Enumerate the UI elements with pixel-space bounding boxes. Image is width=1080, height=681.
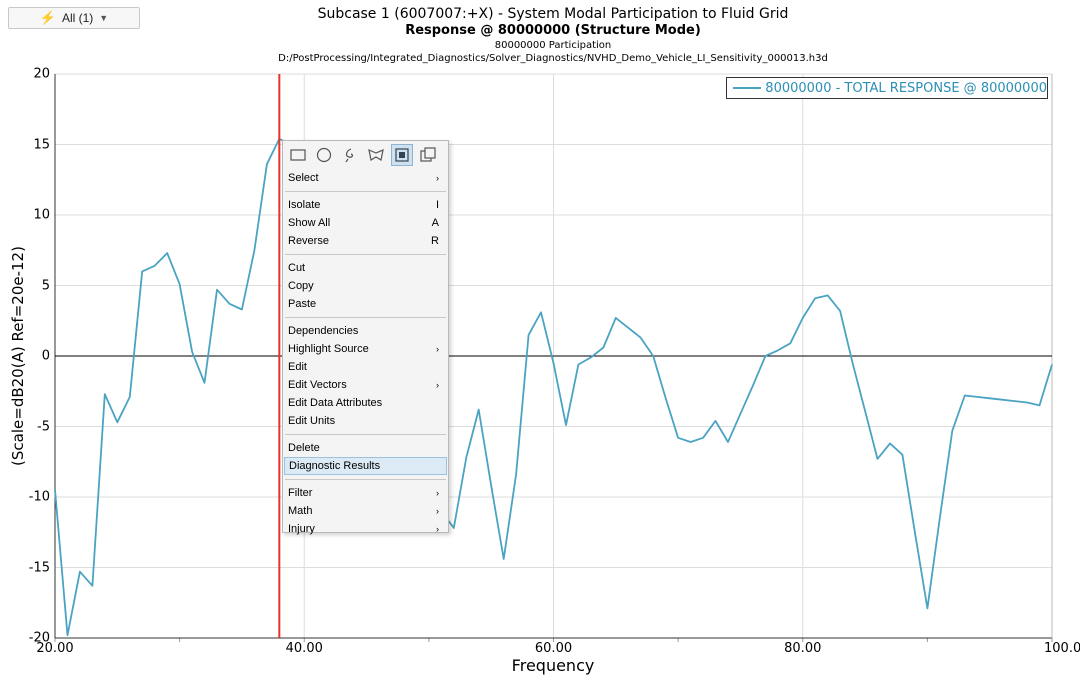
y-axis-label: (Scale=dB20(A) Ref=20e-12) — [9, 246, 27, 466]
rectangle-select-icon[interactable] — [287, 144, 309, 166]
menu-item-edit-vectors[interactable]: Edit Vectors › — [284, 376, 447, 394]
menu-item-copy[interactable]: Copy — [288, 280, 314, 292]
x-tick-label: 100.0 — [1044, 641, 1080, 656]
menu-separator — [285, 317, 446, 318]
freehand-select-icon[interactable] — [339, 144, 361, 166]
menu-item-paste[interactable]: Paste — [288, 298, 317, 310]
submenu-arrow-icon: › — [436, 506, 439, 516]
legend-entry: 80000000 - TOTAL RESPONSE @ 80000000 — [765, 80, 1047, 96]
filter-label: All (1) — [61, 11, 94, 25]
menu-item-edit[interactable]: Edit — [288, 361, 307, 373]
inside-select-icon[interactable] — [391, 144, 413, 166]
filter-dropdown-button[interactable]: ⚡ All (1) ▼ — [8, 7, 140, 29]
x-axis-label: Frequency — [511, 656, 595, 675]
circle-select-icon[interactable] — [313, 144, 335, 166]
shortcut-reverse: R — [431, 235, 439, 247]
menu-item-isolate[interactable]: Isolate I — [284, 196, 447, 214]
submenu-arrow-icon: › — [436, 488, 439, 498]
menu-item-injury[interactable]: Injury › — [284, 520, 447, 538]
menu-item-diagnostic-results[interactable]: Diagnostic Results — [284, 457, 447, 475]
y-tick-label: 0 — [41, 348, 50, 364]
menu-separator — [285, 479, 446, 480]
menu-item-filter[interactable]: Filter › — [284, 484, 447, 502]
x-tick-label: 60.00 — [534, 641, 573, 656]
menu-item-cut[interactable]: Cut — [288, 262, 306, 274]
shortcut-show-all: A — [431, 217, 439, 229]
menu-item-dependencies[interactable]: Dependencies — [288, 325, 359, 337]
menu-separator — [285, 434, 446, 435]
menu-item-edit-data-attributes[interactable]: Edit Data Attributes — [288, 397, 383, 409]
menu-item-highlight-source[interactable]: Highlight Source › — [284, 340, 447, 358]
submenu-arrow-icon: › — [436, 380, 439, 390]
menu-separator — [285, 254, 446, 255]
context-menu: Select › Isolate I Show All A Reverse R … — [282, 140, 449, 535]
submenu-arrow-icon: › — [436, 344, 439, 354]
x-tick-label: 80.00 — [784, 641, 822, 656]
plot-file-path: D:/PostProcessing/Integrated_Diagnostics… — [278, 53, 828, 64]
y-tick-label: -10 — [28, 489, 50, 505]
submenu-arrow-icon: › — [436, 173, 439, 183]
menu-separator — [285, 191, 446, 192]
menu-item-show-all[interactable]: Show All A — [284, 214, 447, 232]
plot-legend[interactable]: 80000000 - TOTAL RESPONSE @ 80000000 — [726, 77, 1048, 99]
y-tick-label: -5 — [37, 419, 50, 434]
menu-item-edit-units[interactable]: Edit Units — [288, 415, 336, 427]
legend-swatch — [733, 87, 762, 89]
selection-mode-toolbar — [283, 141, 448, 169]
plot-header: Subcase 1 (6007007:+X) - System Modal Pa… — [0, 6, 1080, 65]
y-tick-label: 20 — [33, 66, 50, 82]
plot-participation-label: 80000000 Participation — [494, 40, 612, 51]
plot-title: Subcase 1 (6007007:+X) - System Modal Pa… — [317, 6, 789, 22]
shortcut-isolate: I — [435, 199, 439, 211]
menu-item-reverse[interactable]: Reverse R — [284, 232, 447, 250]
bolt-icon: ⚡ — [39, 10, 56, 25]
x-tick-label: 40.00 — [285, 641, 323, 656]
x-tick-label: 20.00 — [36, 641, 74, 656]
menu-item-select[interactable]: Select › — [284, 169, 447, 187]
series-line-total-response[interactable] — [54, 137, 1053, 637]
y-tick-label: -15 — [28, 560, 50, 575]
y-tick-label: 10 — [33, 207, 50, 223]
y-tick-label: 15 — [33, 137, 50, 152]
plot-subtitle: Response @ 80000000 (Structure Mode) — [405, 23, 701, 38]
overlap-select-icon[interactable] — [417, 144, 439, 166]
y-tick-label: -20 — [28, 630, 50, 646]
chevron-down-icon: ▼ — [99, 13, 109, 23]
submenu-arrow-icon: › — [436, 524, 439, 534]
menu-item-math[interactable]: Math › — [284, 502, 447, 520]
menu-item-delete[interactable]: Delete — [288, 442, 320, 454]
polygon-select-icon[interactable] — [365, 144, 387, 166]
y-tick-label: 5 — [41, 278, 50, 293]
